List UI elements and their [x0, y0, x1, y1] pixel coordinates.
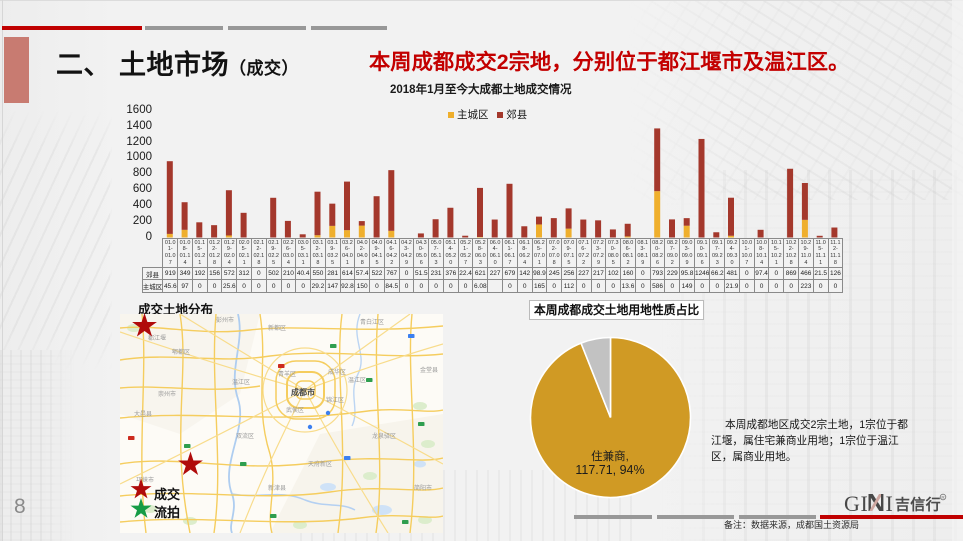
svg-text:R: R [941, 495, 945, 500]
svg-text:金堂县: 金堂县 [420, 366, 438, 374]
svg-text:彭州市: 彭州市 [216, 316, 234, 324]
svg-text:大邑县: 大邑县 [134, 410, 152, 418]
svg-text:I: I [886, 492, 893, 516]
svg-text:天府新区: 天府新区 [308, 460, 332, 468]
svg-text:成都市: 成都市 [291, 387, 315, 397]
svg-text:新津县: 新津县 [268, 484, 286, 492]
svg-text:简阳市: 简阳市 [414, 484, 432, 492]
svg-text:郫都区: 郫都区 [172, 348, 190, 356]
svg-text:邛崃市: 邛崃市 [136, 476, 154, 484]
svg-text:温江区: 温江区 [348, 376, 366, 384]
svg-text:青白江区: 青白江区 [360, 318, 384, 326]
svg-text:锦江区: 锦江区 [326, 396, 344, 404]
svg-text:I: I [861, 492, 868, 516]
svg-text:青羊区: 青羊区 [278, 370, 296, 378]
svg-text:双流区: 双流区 [236, 432, 254, 440]
svg-text:G: G [844, 492, 860, 516]
svg-text:吉信行: 吉信行 [895, 496, 941, 514]
svg-text:成华区: 成华区 [328, 368, 346, 376]
svg-text:都江堰: 都江堰 [148, 334, 166, 342]
svg-text:武侯区: 武侯区 [286, 406, 304, 414]
svg-text:温江区: 温江区 [232, 378, 250, 386]
svg-text:龙泉驿区: 龙泉驿区 [372, 432, 396, 440]
svg-text:崇州市: 崇州市 [158, 390, 176, 398]
svg-text:新都区: 新都区 [268, 324, 286, 332]
